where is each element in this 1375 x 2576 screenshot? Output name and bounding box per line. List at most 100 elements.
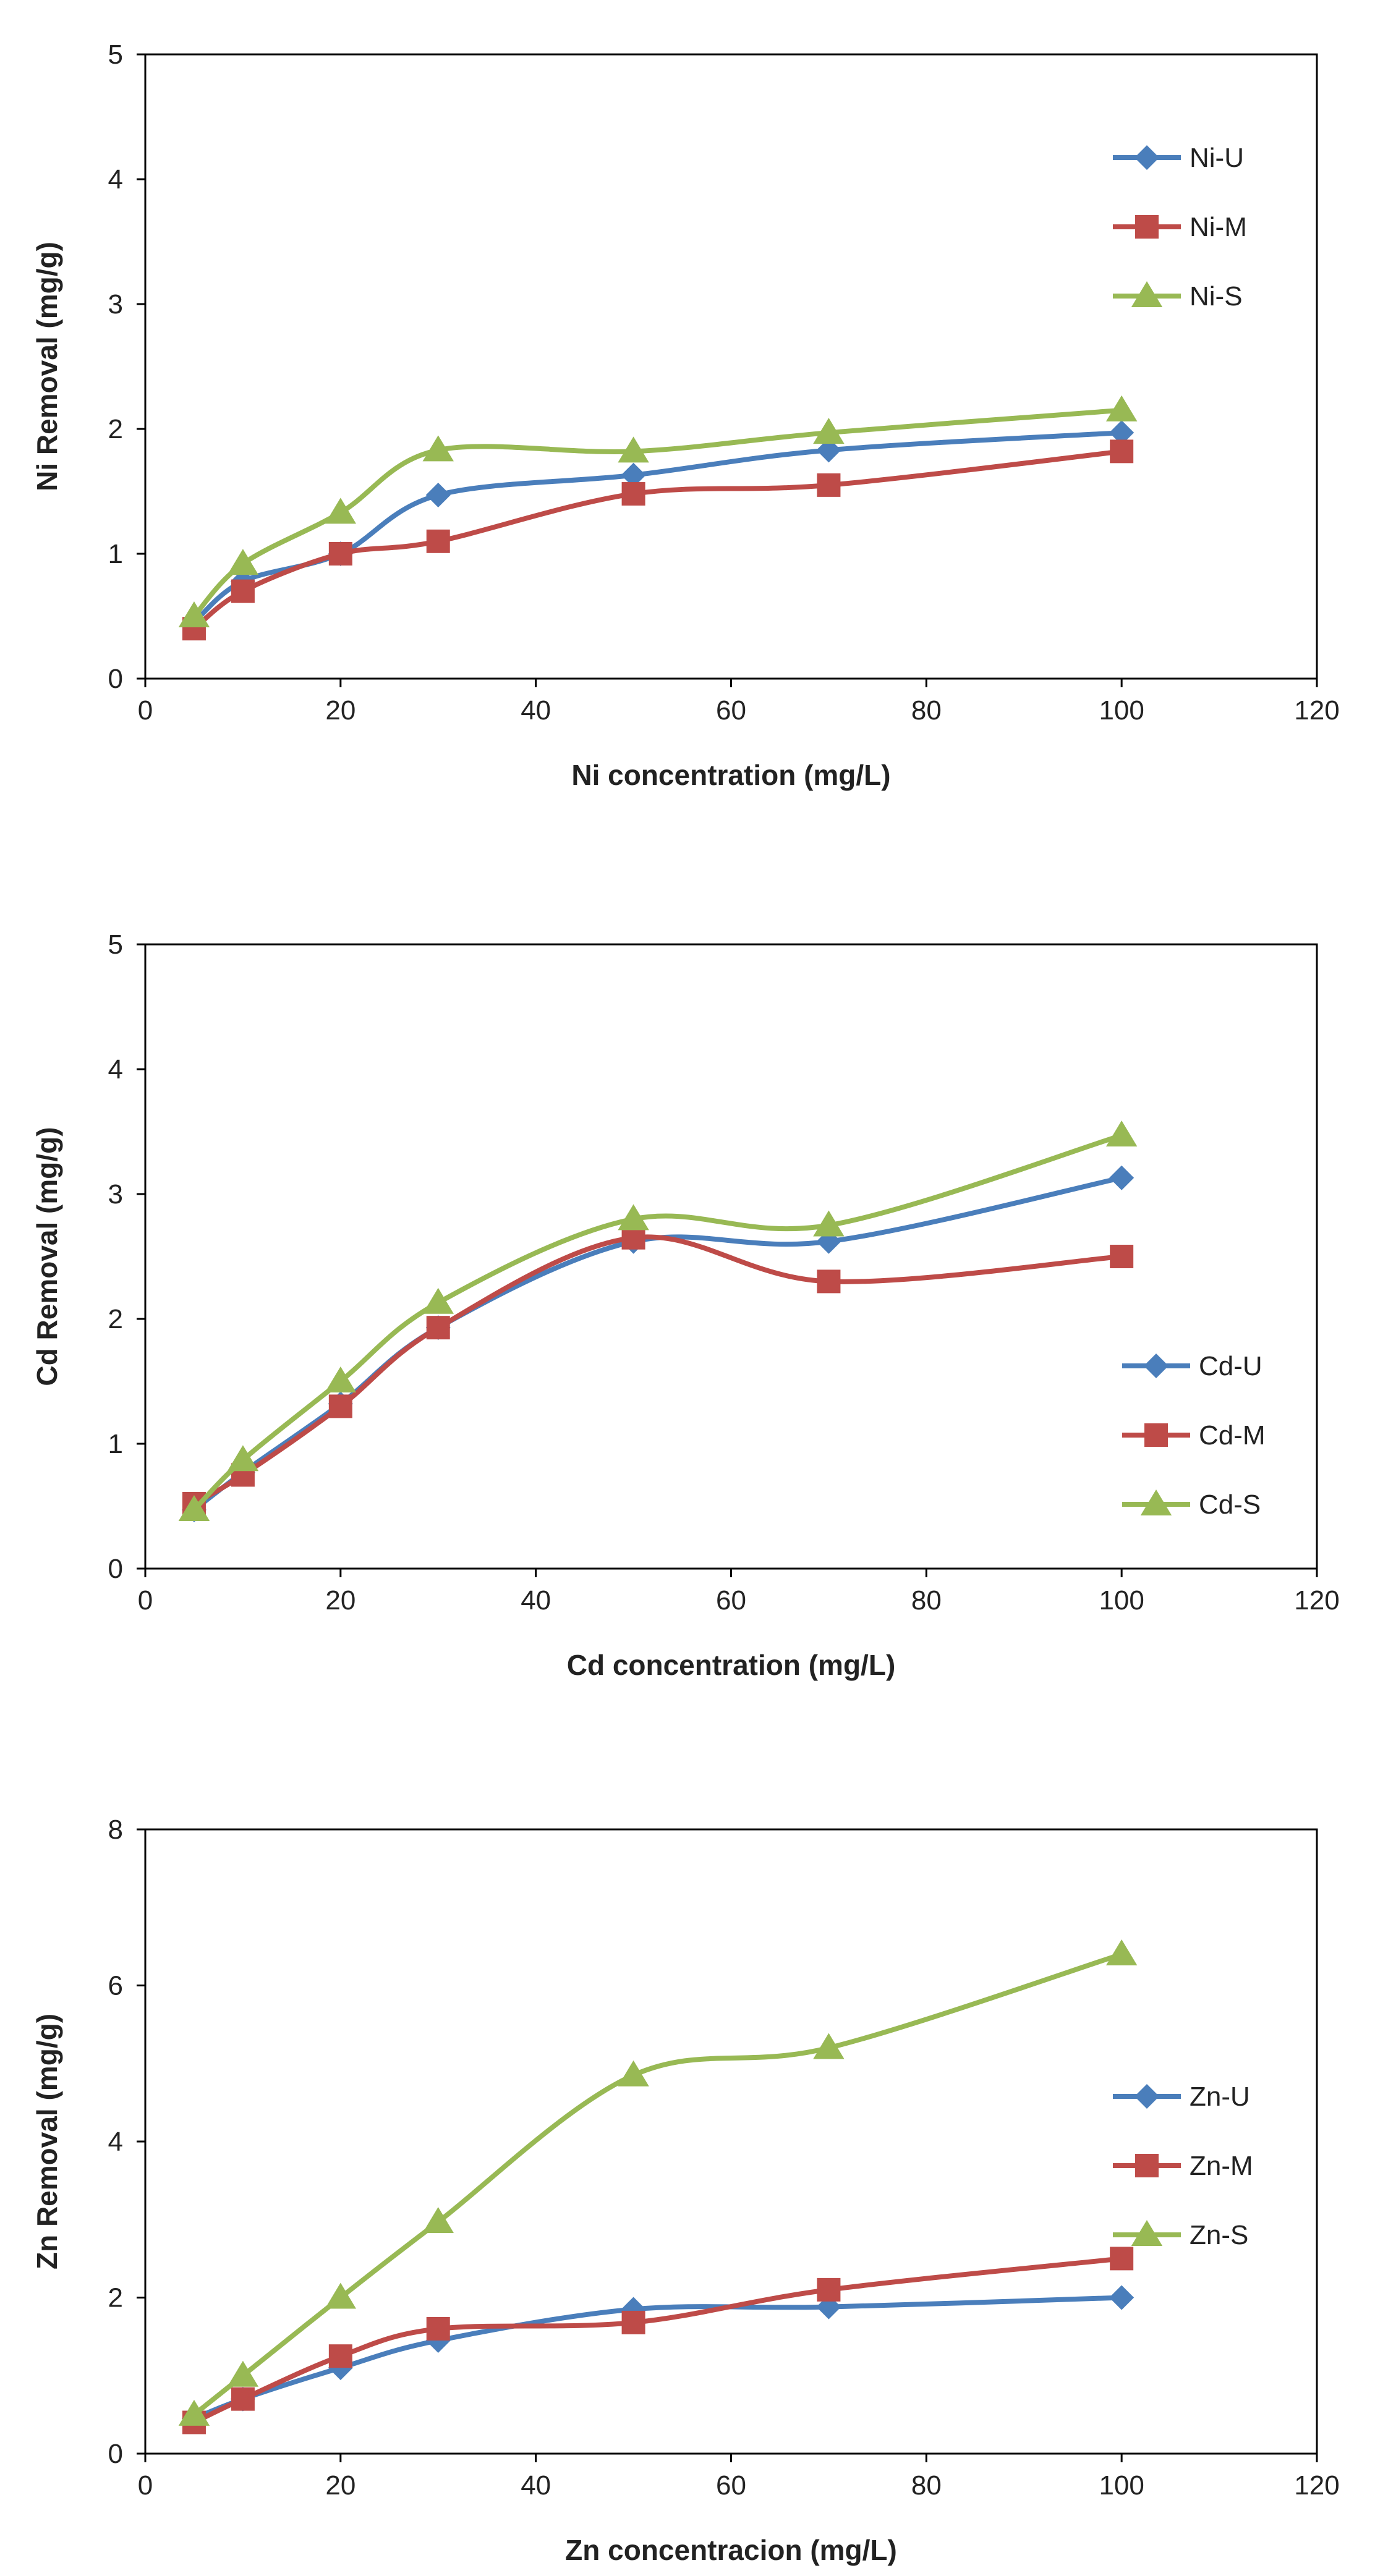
series-Ni-S bbox=[178, 395, 1138, 627]
legend-swatch-marker bbox=[1135, 215, 1159, 239]
data-point-Zn-S-50 bbox=[618, 2060, 649, 2087]
x-tick-label: 20 bbox=[325, 1585, 355, 1616]
data-point-Cd-S-5 bbox=[178, 1495, 210, 1522]
series-line-Ni-U bbox=[191, 430, 1125, 625]
legend-swatch-marker bbox=[1144, 1354, 1169, 1378]
data-point-Ni-S-70 bbox=[813, 418, 845, 444]
y-tick-label: 0 bbox=[108, 2439, 123, 2469]
legend-label: Cd-U bbox=[1199, 1351, 1262, 1381]
data-point-Ni-S-20 bbox=[325, 498, 357, 524]
data-point-Zn-M-10 bbox=[231, 2387, 255, 2411]
series-Cd-M bbox=[182, 1226, 1134, 1515]
data-point-Zn-M-20 bbox=[328, 2344, 352, 2368]
y-tick-label: 4 bbox=[108, 164, 123, 195]
legend-label: Ni-S bbox=[1190, 281, 1243, 311]
data-point-Cd-S-50 bbox=[618, 1204, 649, 1231]
y-tick-label: 2 bbox=[108, 414, 123, 444]
y-tick-label: 1 bbox=[108, 1429, 123, 1459]
legend: Zn-U Zn-M Zn-S bbox=[1113, 2082, 1253, 2250]
data-point-Cd-M-30 bbox=[426, 1316, 450, 1340]
y-tick-label: 4 bbox=[108, 1054, 123, 1085]
y-tick-label: 6 bbox=[108, 1971, 123, 2001]
legend-item-Zn-U: Zn-U bbox=[1113, 2082, 1250, 2112]
y-tick-label: 3 bbox=[108, 289, 123, 320]
data-point-Ni-M-10 bbox=[231, 579, 255, 603]
legend-label: Ni-M bbox=[1190, 212, 1247, 242]
series-line-Ni-S bbox=[191, 407, 1125, 619]
legend-item-Ni-S: Ni-S bbox=[1113, 281, 1243, 311]
series-line-Cd-S bbox=[191, 1133, 1125, 1513]
x-tick-label: 40 bbox=[521, 1585, 551, 1616]
y-tick-label: 3 bbox=[108, 1179, 123, 1210]
y-axis-title: Cd Removal (mg/g) bbox=[31, 1127, 63, 1386]
data-point-Ni-U-30 bbox=[425, 483, 451, 508]
series-line-Zn-M bbox=[191, 2256, 1125, 2425]
x-axis-title: Zn concentracion (mg/L) bbox=[565, 2534, 897, 2566]
x-tick-label: 0 bbox=[138, 2470, 153, 2501]
data-point-Ni-U-70 bbox=[816, 438, 841, 463]
legend-item-Cd-M: Cd-M bbox=[1122, 1420, 1266, 1451]
y-tick-label: 4 bbox=[108, 2127, 123, 2157]
x-tick-label: 60 bbox=[716, 2470, 746, 2501]
legend-item-Cd-U: Cd-U bbox=[1122, 1351, 1262, 1381]
data-point-Ni-S-100 bbox=[1105, 395, 1138, 422]
series-line-Cd-U bbox=[191, 1175, 1125, 1513]
data-point-Ni-U-100 bbox=[1109, 420, 1134, 446]
series-line-Zn-S bbox=[191, 1952, 1125, 2417]
x-tick-label: 20 bbox=[325, 695, 355, 726]
data-point-Zn-S-70 bbox=[813, 2033, 845, 2059]
legend-label: Zn-S bbox=[1190, 2220, 1248, 2250]
data-point-Ni-S-50 bbox=[618, 436, 649, 463]
y-tick-label: 5 bbox=[108, 930, 123, 960]
series-line-Cd-M bbox=[191, 1234, 1125, 1506]
x-tick-label: 120 bbox=[1294, 695, 1339, 726]
legend-swatch-marker bbox=[1140, 1489, 1172, 1515]
y-tick-label: 0 bbox=[108, 1554, 123, 1584]
y-tick-label: 5 bbox=[108, 40, 123, 70]
series-line-Ni-M bbox=[191, 449, 1125, 632]
data-point-Zn-U-100 bbox=[1109, 2285, 1134, 2310]
legend-label: Cd-M bbox=[1199, 1420, 1266, 1451]
data-point-Ni-S-5 bbox=[178, 601, 210, 627]
data-point-Zn-S-10 bbox=[227, 2360, 259, 2387]
legend-swatch-marker bbox=[1134, 145, 1159, 170]
plot-area-border bbox=[144, 53, 1318, 680]
series-line-Zn-U bbox=[191, 2295, 1125, 2421]
x-tick-label: 40 bbox=[521, 695, 551, 726]
data-point-Cd-M-70 bbox=[817, 1269, 841, 1294]
data-point-Cd-S-20 bbox=[325, 1366, 357, 1392]
data-point-Cd-M-100 bbox=[1110, 1245, 1134, 1268]
legend: Cd-U Cd-M Cd-S bbox=[1122, 1351, 1266, 1520]
y-tick-label: 1 bbox=[108, 539, 123, 569]
data-point-Ni-M-20 bbox=[328, 542, 352, 566]
data-point-Zn-S-20 bbox=[325, 2282, 357, 2309]
y-axis-title: Zn Removal (mg/g) bbox=[31, 2014, 63, 2269]
x-tick-label: 80 bbox=[911, 1585, 942, 1616]
y-tick-label: 8 bbox=[108, 1815, 123, 1845]
series-Cd-U bbox=[181, 1165, 1134, 1523]
data-point-Zn-M-70 bbox=[817, 2277, 841, 2302]
data-point-Cd-S-70 bbox=[813, 1210, 845, 1237]
legend-label: Ni-U bbox=[1190, 143, 1244, 173]
legend-swatch-marker bbox=[1135, 2154, 1159, 2177]
data-point-Ni-S-30 bbox=[422, 435, 454, 462]
data-point-Cd-S-10 bbox=[227, 1445, 259, 1472]
x-tick-label: 60 bbox=[716, 695, 746, 726]
legend-label: Cd-S bbox=[1199, 1489, 1261, 1520]
legend-item-Cd-S: Cd-S bbox=[1122, 1489, 1261, 1520]
x-tick-label: 100 bbox=[1099, 1585, 1144, 1616]
x-tick-label: 20 bbox=[325, 2470, 355, 2501]
legend: Ni-U Ni-M Ni-S bbox=[1113, 143, 1247, 311]
x-tick-label: 120 bbox=[1294, 1585, 1339, 1616]
series-Zn-S bbox=[178, 1939, 1138, 2426]
data-point-Cd-S-100 bbox=[1105, 1121, 1138, 1147]
data-point-Zn-M-50 bbox=[621, 2310, 645, 2334]
legend-swatch-marker bbox=[1144, 1423, 1168, 1447]
x-tick-label: 0 bbox=[138, 1585, 153, 1616]
data-point-Ni-U-50 bbox=[621, 462, 646, 488]
x-axis-title: Ni concentration (mg/L) bbox=[571, 759, 890, 791]
plot-area-border bbox=[144, 1828, 1318, 2455]
chart-2: 0 20 40 60 80 100 120 0 1 2 3 4 5 Cd concentration (m… bbox=[31, 930, 1340, 1681]
data-point-Ni-M-100 bbox=[1110, 439, 1134, 464]
